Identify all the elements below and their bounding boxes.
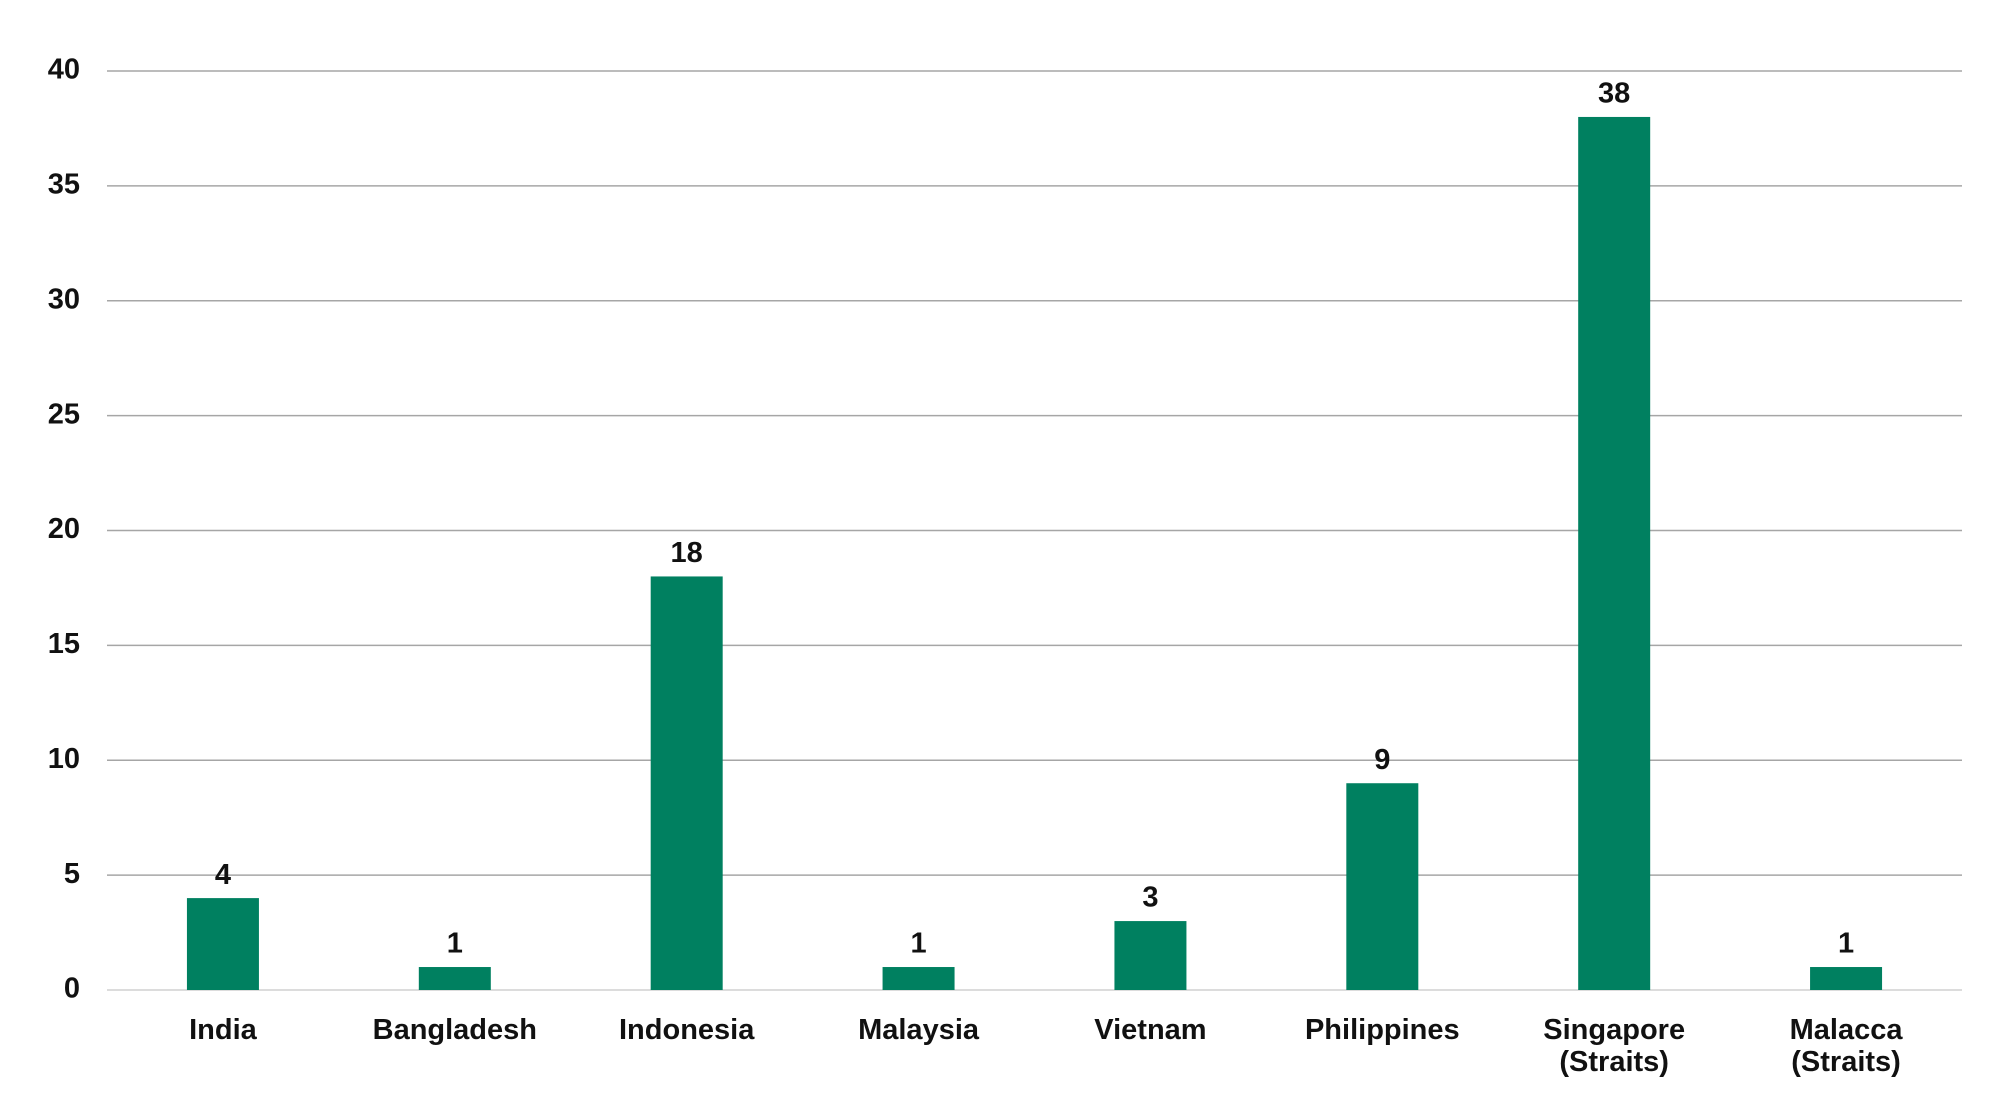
x-tick-label: Indonesia (619, 1014, 755, 1046)
data-label: 18 (671, 537, 703, 569)
data-label: 3 (1142, 882, 1158, 914)
x-tick-label: Vietnam (1094, 1014, 1207, 1046)
data-label: 9 (1374, 744, 1390, 776)
bar (186, 898, 259, 990)
data-label: 4 (215, 859, 231, 891)
x-tick-label: Malacca (Straits) (1789, 1014, 1903, 1078)
x-tick-label: India (189, 1014, 257, 1046)
y-tick-label: 40 (48, 54, 80, 86)
bar (882, 967, 955, 990)
y-tick-label: 15 (48, 628, 80, 660)
data-label: 1 (1838, 928, 1854, 960)
x-tick-label: Philippines (1304, 1014, 1460, 1046)
bar (1114, 921, 1187, 990)
y-tick-label: 35 (48, 169, 80, 201)
bar (1578, 116, 1651, 990)
bar (650, 576, 723, 990)
y-tick-label: 0 (64, 973, 80, 1005)
x-tick-label: Singapore (Straits) (1543, 1014, 1686, 1078)
bar (418, 967, 491, 990)
bar (1346, 783, 1419, 990)
y-tick-label: 10 (48, 743, 80, 775)
bar (1810, 967, 1883, 990)
x-tick-label: Malaysia (858, 1014, 980, 1046)
data-label: 1 (910, 928, 926, 960)
y-tick-label: 25 (48, 398, 80, 430)
y-tick-label: 20 (48, 513, 80, 545)
y-tick-label: 5 (64, 858, 80, 890)
data-label: 38 (1598, 78, 1630, 110)
data-label: 1 (447, 928, 463, 960)
y-tick-label: 30 (48, 283, 80, 315)
x-tick-label: Bangladesh (372, 1014, 537, 1046)
